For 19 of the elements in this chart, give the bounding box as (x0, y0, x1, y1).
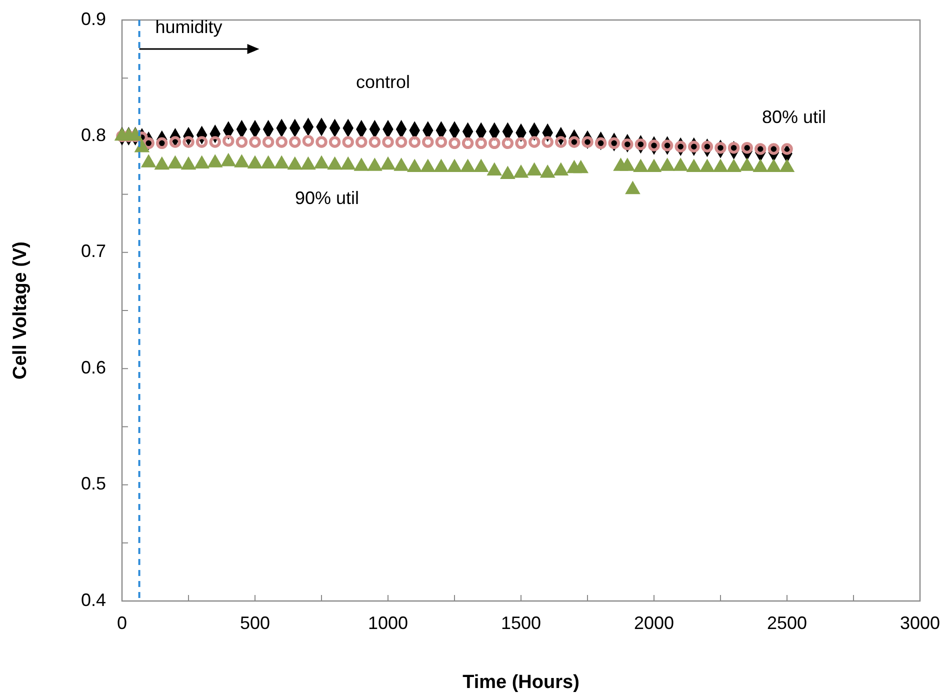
x-tick-label: 3000 (900, 613, 940, 633)
x-tick-label: 2000 (634, 613, 674, 633)
x-axis-title: Time (Hours) (462, 672, 580, 693)
x-tick-label: 0 (116, 613, 128, 633)
y-axis-title: Cell Voltage (V) (10, 242, 31, 380)
y-tick-label: 0.5 (80, 474, 106, 494)
x-tick-label: 2500 (766, 613, 808, 633)
series-label: 90% util (294, 188, 360, 208)
y-tick-label: 0.7 (80, 241, 106, 262)
x-tick-label: 1000 (368, 613, 408, 633)
y-tick-label: 0.6 (80, 357, 106, 378)
x-tick-label: 1500 (500, 613, 542, 633)
y-tick-label: 0.9 (80, 8, 106, 29)
y-tick-label: 0.4 (80, 590, 106, 610)
series-label: control (356, 72, 410, 92)
series-label: 80% util (762, 106, 826, 127)
y-tick-label: 0.8 (80, 124, 106, 145)
annotation: humidity (155, 17, 222, 38)
x-tick-label: 500 (240, 613, 270, 633)
